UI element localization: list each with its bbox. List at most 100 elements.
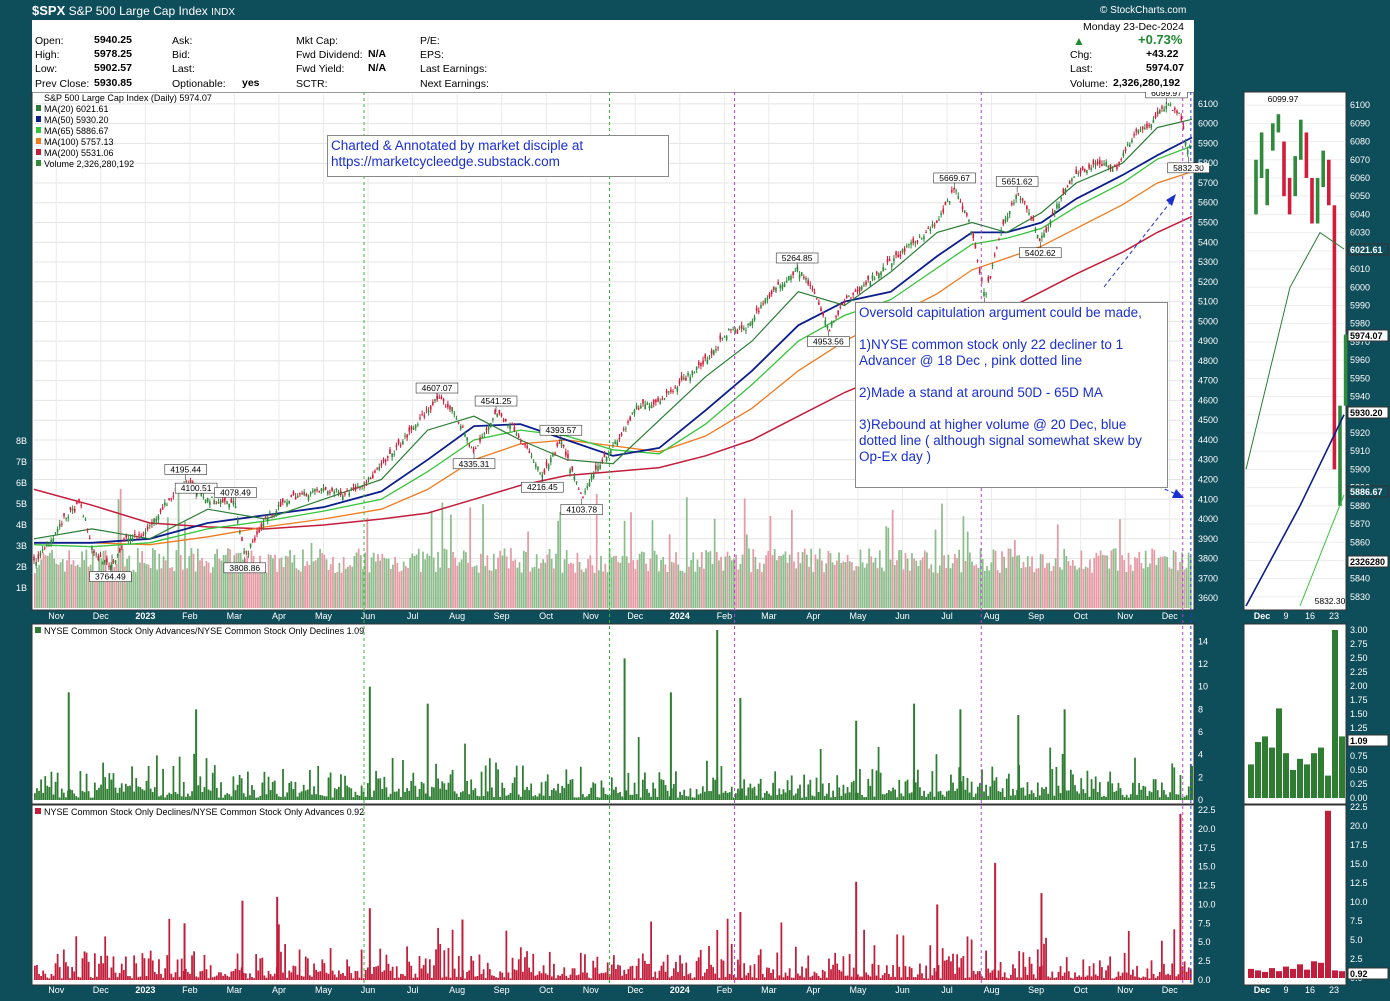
indicator-bar xyxy=(484,978,487,980)
volume-bar xyxy=(435,571,437,608)
indicator-bar xyxy=(418,956,421,980)
indicator-bar xyxy=(730,786,733,800)
indicator-bar xyxy=(542,795,545,800)
volume-bar xyxy=(872,562,875,608)
price-candle-body xyxy=(710,350,713,355)
indicator-bar xyxy=(997,791,1000,800)
price-candle-body xyxy=(1154,114,1157,118)
volume-bar xyxy=(943,555,945,608)
price-candle-body xyxy=(459,426,462,430)
volume-bar xyxy=(906,558,909,608)
indicator-bar xyxy=(265,794,268,800)
indicator-bar xyxy=(606,962,609,980)
volume-bar xyxy=(552,568,555,608)
volume-bar xyxy=(876,568,879,608)
volume-bar xyxy=(668,534,671,608)
indicator-bar xyxy=(987,795,990,800)
indicator-bar xyxy=(770,795,772,800)
indicator-bar xyxy=(1115,790,1118,800)
price-candle-body xyxy=(914,241,917,244)
price-candle-body xyxy=(595,465,597,470)
price-candle-body xyxy=(910,242,912,245)
zoom-candle xyxy=(1343,334,1348,406)
indicator-bar xyxy=(968,792,971,800)
price-candle-body xyxy=(292,491,295,495)
indicator-bar xyxy=(505,795,508,800)
indicator-bar xyxy=(193,753,195,800)
indicator-bar xyxy=(950,774,952,800)
price-candle-body xyxy=(1182,125,1185,130)
price-candle-body xyxy=(607,453,610,455)
price-candle-body xyxy=(828,330,831,332)
volume-bar xyxy=(853,570,855,608)
indicator-bar xyxy=(1028,794,1031,800)
volume-bar xyxy=(561,572,564,608)
date-axis-tick: Feb xyxy=(182,985,198,995)
zoom-candle xyxy=(1259,132,1264,178)
zoom-dec-bar xyxy=(1318,962,1324,978)
indicator-bar xyxy=(62,792,65,800)
volume-bar xyxy=(109,572,111,608)
volume-bar xyxy=(349,565,351,608)
zoom-date-tick: Dec xyxy=(1254,611,1271,621)
price-candle-body xyxy=(728,328,730,331)
indicator-bar xyxy=(832,964,834,980)
indicator-bar xyxy=(172,765,175,800)
indicator-bar xyxy=(608,795,611,800)
indicator-bar xyxy=(393,791,396,800)
zoom-adv-bar xyxy=(1269,747,1275,798)
indicator-bar xyxy=(714,779,717,800)
volume-bar xyxy=(640,551,643,608)
price-candle-body xyxy=(474,448,477,450)
indicator-bar xyxy=(302,784,305,800)
indicator-bar xyxy=(476,975,479,980)
price-candle-body xyxy=(299,493,301,495)
price-axis-tick: 5300 xyxy=(1198,257,1218,267)
volume-bar xyxy=(398,571,401,608)
indicator-bar xyxy=(1183,961,1186,980)
volume-bar xyxy=(196,548,199,608)
indicator-bar xyxy=(600,780,603,800)
price-candle-body xyxy=(442,399,445,402)
indicator-bar xyxy=(112,956,115,980)
zoom-adv-tick: 0.75 xyxy=(1350,751,1368,761)
price-candle-body xyxy=(749,322,752,326)
volume-bar xyxy=(754,556,757,608)
volume-bar xyxy=(113,567,116,608)
price-candle-body xyxy=(224,497,226,502)
price-candle-body xyxy=(931,224,934,227)
volume-bar xyxy=(655,554,658,608)
volume-bar xyxy=(960,572,963,608)
volume-bar xyxy=(319,548,321,608)
date-axis-tick: Feb xyxy=(182,611,198,621)
price-candle-body xyxy=(1135,129,1138,132)
volume-bar xyxy=(975,564,978,608)
indicator-bar xyxy=(234,968,237,980)
indicator-bar xyxy=(331,970,334,980)
indicator-bar xyxy=(284,944,286,980)
price-candle-body xyxy=(427,410,430,412)
volume-bar xyxy=(981,559,984,608)
price-candle-body xyxy=(993,254,996,256)
volume-bar xyxy=(531,567,534,608)
indicator-bar xyxy=(691,797,694,800)
indicator-bar xyxy=(561,785,564,800)
legend-ma50: MA(50) 5930.20 xyxy=(44,115,109,125)
volume-bar xyxy=(184,521,186,608)
price-candle-body xyxy=(84,519,87,521)
indicator-bar xyxy=(1001,788,1004,800)
price-candle-body xyxy=(389,449,391,454)
indicator-bar xyxy=(379,948,382,980)
indicator-bar xyxy=(340,974,342,980)
volume-bar xyxy=(707,552,710,608)
price-candle-body xyxy=(558,442,561,444)
indicator-bar xyxy=(213,976,216,980)
volume-bar xyxy=(334,572,336,608)
volume-bar xyxy=(158,553,161,608)
zoom-candle xyxy=(1271,123,1275,151)
price-candle-body xyxy=(1171,110,1174,112)
indicator-bar xyxy=(660,965,663,980)
volume-bar xyxy=(634,569,637,608)
zoom-dec-bar xyxy=(1262,971,1268,978)
indicator-bar xyxy=(652,782,655,800)
